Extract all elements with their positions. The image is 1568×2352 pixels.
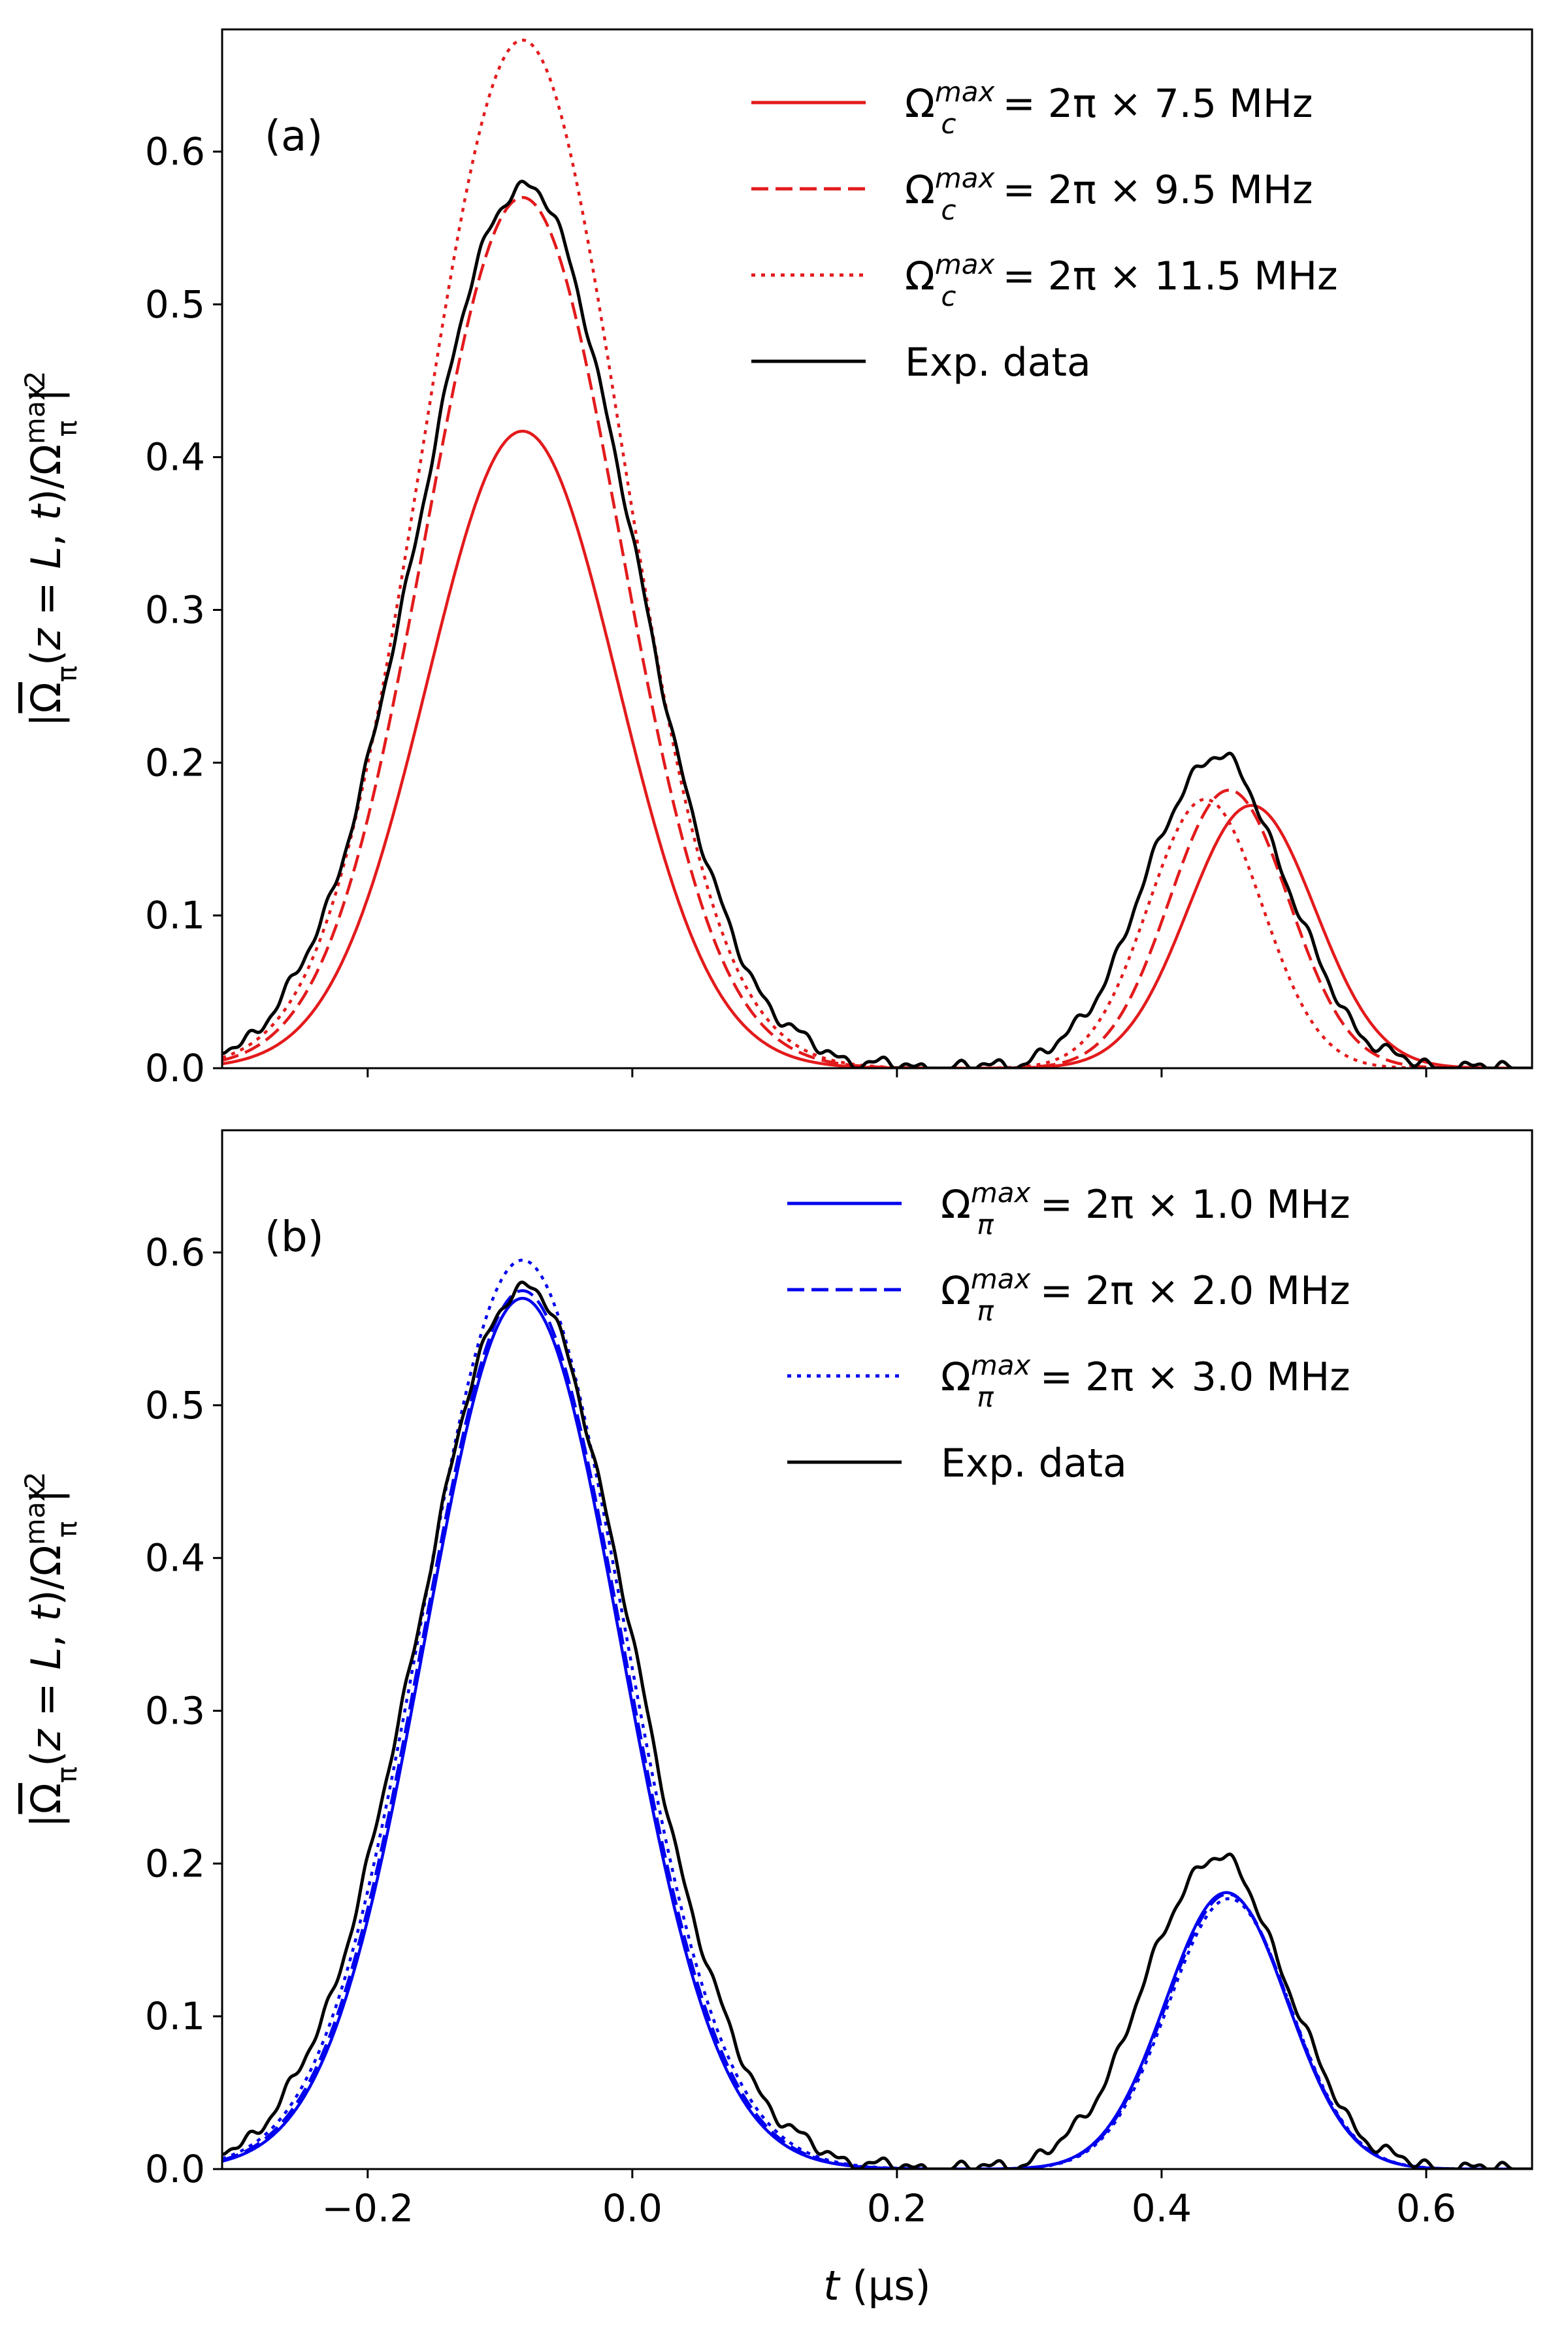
- y-axis-label: |Ωπ(z = L, t)/Ωmaxπ|2: [19, 371, 83, 727]
- y-tick-label: 0.3: [145, 588, 205, 632]
- y-tick-label: 0.2: [145, 1841, 205, 1886]
- y-tick-label: 0.5: [145, 1383, 205, 1428]
- legend-entry-4: Exp. data: [941, 1441, 1127, 1486]
- legend-entry-2: Ωmax c = 2π × 9.5 MHz: [905, 162, 1313, 226]
- panel-label: (a): [265, 112, 323, 161]
- legend-entry-3: Ωmax c = 2π × 11.5 MHz: [905, 248, 1338, 312]
- y-tick-label: 0.0: [145, 1046, 205, 1090]
- series-line-4: [222, 1281, 1532, 2169]
- y-tick-label: 0.3: [145, 1689, 205, 1733]
- x-tick-label: 0.0: [602, 2186, 662, 2230]
- y-tick-label: 0.4: [145, 435, 205, 480]
- y-tick-label: 0.6: [145, 129, 205, 174]
- legend-entry-1: Ωmax π = 2π × 1.0 MHz: [941, 1177, 1350, 1241]
- legend: Ωmax π = 2π × 1.0 MHz Ωmax π = 2π × 2.0 MHz…: [787, 1177, 1350, 1486]
- panel-label: (b): [265, 1213, 324, 1262]
- legend: Ωmax c = 2π × 7.5 MHz Ωmax c = 2π × 9.5 MHz…: [751, 76, 1338, 385]
- legend-entry-2: Ωmax π = 2π × 2.0 MHz: [941, 1263, 1350, 1327]
- legend-entry-1: Ωmax c = 2π × 7.5 MHz: [905, 76, 1313, 140]
- y-tick-label: 0.1: [145, 893, 205, 938]
- y-tick-label: 0.4: [145, 1536, 205, 1580]
- y-tick-label: 0.2: [145, 740, 205, 785]
- y-tick-label: 0.1: [145, 1994, 205, 2038]
- panel-a: 0.0 0.1 0.2 0.3 0.4 0.5 0.6 |Ωπ(z = L, t)/Ωmaxπ…: [19, 28, 1533, 1090]
- x-tick-label: 0.4: [1132, 2186, 1192, 2230]
- series-line-4: [222, 180, 1532, 1068]
- y-tick-label: 0.0: [145, 2147, 205, 2191]
- series-group: [222, 1258, 1532, 2169]
- x-tick-label: 0.6: [1396, 2186, 1456, 2230]
- plot-frame: [221, 1129, 1533, 2170]
- series-line-2: [222, 1289, 1532, 2169]
- y-axis-label: |Ωπ(z = L, t)/Ωmaxπ|2: [19, 1472, 83, 1828]
- legend-entry-4: Exp. data: [905, 340, 1091, 385]
- x-tick-label: 0.2: [867, 2186, 927, 2230]
- series-group: [222, 39, 1532, 1068]
- y-tick-label: 0.6: [145, 1230, 205, 1275]
- plot-frame: [221, 28, 1533, 1070]
- x-axis-label: t (μs): [823, 2262, 930, 2310]
- series-line-2: [222, 195, 1532, 1068]
- series-line-3: [222, 39, 1532, 1068]
- x-tick-label: −0.2: [321, 2186, 414, 2230]
- legend-entry-3: Ωmax π = 2π × 3.0 MHz: [941, 1349, 1350, 1413]
- series-line-1: [222, 1296, 1532, 2169]
- panel-b: 0.0 0.1 0.2 0.3 0.4 0.5 0.6 −0.2 0.0 0.2 0.4 0.6 |Ωπ…: [19, 1129, 1533, 2310]
- y-tick-label: 0.5: [145, 282, 205, 327]
